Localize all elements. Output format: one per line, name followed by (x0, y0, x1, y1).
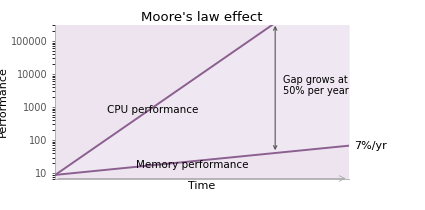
Y-axis label: Performance: Performance (0, 66, 8, 137)
Text: Gap grows at
50% per year: Gap grows at 50% per year (283, 75, 349, 96)
Title: Moore's law effect: Moore's law effect (141, 11, 263, 24)
Text: Memory performance: Memory performance (136, 160, 248, 170)
X-axis label: Time: Time (188, 181, 215, 191)
Text: CPU performance: CPU performance (107, 105, 198, 115)
Text: 7%/yr: 7%/yr (354, 141, 387, 151)
